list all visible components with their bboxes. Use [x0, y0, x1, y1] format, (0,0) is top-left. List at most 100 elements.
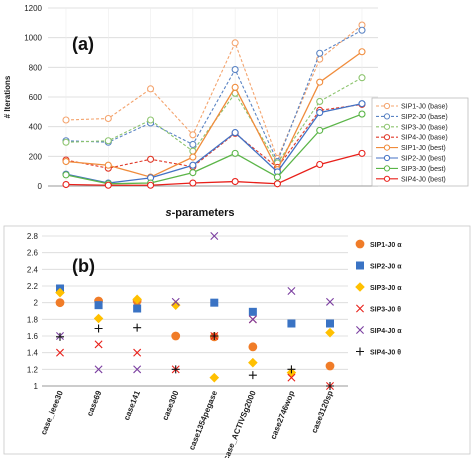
- data-point: [316, 55, 324, 63]
- data-point: [248, 371, 257, 380]
- chart-a-y-tick-label: 0: [38, 182, 43, 191]
- series-line: [65, 24, 363, 161]
- data-point: [133, 323, 142, 332]
- legend-marker: [383, 134, 391, 141]
- data-point: [189, 161, 197, 169]
- data-point: [147, 85, 155, 93]
- legend-item: SIP3-J0 θ: [356, 304, 401, 314]
- legend-item: SIP1-J0 α: [355, 239, 402, 249]
- data-point: [326, 297, 334, 306]
- data-point: [358, 48, 366, 56]
- series-sip4-j0-best: [62, 149, 366, 189]
- chart-b-y-tick-label: 1.2: [27, 365, 39, 374]
- legend-label: SIP1-J0 α: [370, 242, 402, 249]
- chart-a-y-ticks: 0 200 400 600 800 1000 1200: [24, 4, 42, 191]
- chart-b-x-tick-label: case3120sp: [310, 389, 335, 434]
- chart-b-legend: SIP1-J0 α SIP2-J0 α SIP3-J0 α SIP3-J0 θ SIP4…: [355, 239, 402, 357]
- legend-item: SIP1-J0 (base): [376, 102, 448, 111]
- data-point: [189, 131, 197, 139]
- legend-label: SIP3-J0 (best): [401, 166, 446, 173]
- data-point: [94, 365, 103, 374]
- chart-b-x-tick-label: case141: [122, 389, 142, 422]
- data-point: [171, 331, 181, 341]
- chart-a-series: [62, 21, 366, 189]
- data-point: [56, 332, 64, 341]
- data-point: [210, 232, 219, 240]
- chart-a-legend: SIP1-J0 (base) SIP2-J0 (base) SIP3-J0 (bas…: [376, 102, 448, 183]
- legend-marker: [383, 165, 391, 172]
- legend-marker: [356, 304, 364, 313]
- chart-b-gridlines: [42, 235, 348, 387]
- data-point: [104, 161, 112, 169]
- data-point: [189, 153, 197, 161]
- data-point: [147, 155, 155, 163]
- chart-b-y-tick-label: 2: [34, 299, 39, 308]
- data-point: [104, 181, 112, 189]
- data-point: [62, 157, 70, 166]
- data-point: [62, 138, 70, 146]
- legend-label: SIP3-J0 (base): [401, 124, 448, 131]
- legend-label: SIP3-J0 α: [370, 285, 402, 292]
- data-point: [62, 116, 70, 124]
- legend-label: SIP4-J0 (best): [401, 176, 446, 183]
- data-point: [248, 342, 258, 352]
- legend-label: SIP3-J0 θ: [370, 307, 401, 314]
- legend-marker: [355, 239, 365, 249]
- chart-b-y-tick-label: 1.4: [27, 349, 39, 358]
- data-point: [358, 149, 366, 157]
- data-point: [170, 300, 181, 310]
- legend-marker: [383, 123, 391, 130]
- series-line: [65, 103, 363, 184]
- chart-b-x-tick-label: case2746wop: [269, 389, 297, 440]
- chart-b-x-tick-label: case1354pegase: [187, 389, 219, 451]
- data-point: [171, 365, 180, 374]
- legend-marker: [383, 102, 391, 110]
- data-point: [93, 313, 104, 324]
- chart-a-y-tick-label: 600: [29, 93, 43, 102]
- series-line: [65, 152, 363, 186]
- data-point: [133, 304, 142, 313]
- chart-a-x-axis-label: s-parameters: [165, 207, 234, 219]
- chart-b-y-tick-label: 1: [34, 382, 39, 391]
- chart-a: 0 200 400 600 800 1000 1200 (a) # Iterations s…: [3, 4, 469, 219]
- legend-item: SIP1-J0 (best): [376, 144, 446, 152]
- data-point: [55, 298, 65, 308]
- data-point: [231, 129, 239, 137]
- chart-b-frame: [3, 225, 471, 455]
- chart-b-points: [55, 232, 335, 390]
- data-point: [287, 287, 296, 295]
- legend-label: SIP2-J0 (base): [401, 114, 448, 121]
- legend-marker: [383, 154, 391, 162]
- legend-label: SIP2-J0 α: [370, 264, 402, 271]
- series-line: [65, 113, 363, 185]
- data-point: [55, 287, 65, 298]
- data-point: [316, 97, 324, 105]
- data-point: [248, 357, 258, 368]
- legend-marker: [355, 282, 365, 292]
- data-point: [316, 49, 324, 57]
- chart-b: 11.21.41.61.822.22.42.62.8 case_ieee30 ca…: [3, 225, 471, 458]
- chart-b-y-tick-label: 2.4: [27, 265, 39, 274]
- data-point: [316, 109, 324, 117]
- series-line: [65, 51, 363, 178]
- legend-marker: [383, 175, 391, 182]
- data-point: [316, 160, 324, 169]
- chart-a-y-tick-label: 200: [29, 152, 43, 161]
- data-point: [231, 178, 239, 186]
- data-point: [326, 382, 334, 390]
- chart-b-y-tick-label: 2.8: [27, 232, 39, 241]
- data-point: [209, 372, 220, 383]
- data-point: [248, 315, 257, 324]
- legend-item: SIP4-J0 (best): [376, 175, 446, 183]
- data-point: [358, 110, 366, 118]
- data-point: [62, 171, 70, 179]
- data-point: [273, 180, 281, 188]
- chart-b-x-tick-label: case300: [161, 389, 181, 422]
- data-point: [316, 78, 324, 86]
- chart-a-y-tick-label: 400: [29, 123, 43, 132]
- series-line: [65, 29, 363, 163]
- chart-b-x-tick-label: case_ieee30: [39, 389, 65, 436]
- data-point: [325, 327, 335, 338]
- legend-item: SIP3-J0 (best): [376, 165, 446, 173]
- series-sip1-j0-base: [62, 21, 366, 163]
